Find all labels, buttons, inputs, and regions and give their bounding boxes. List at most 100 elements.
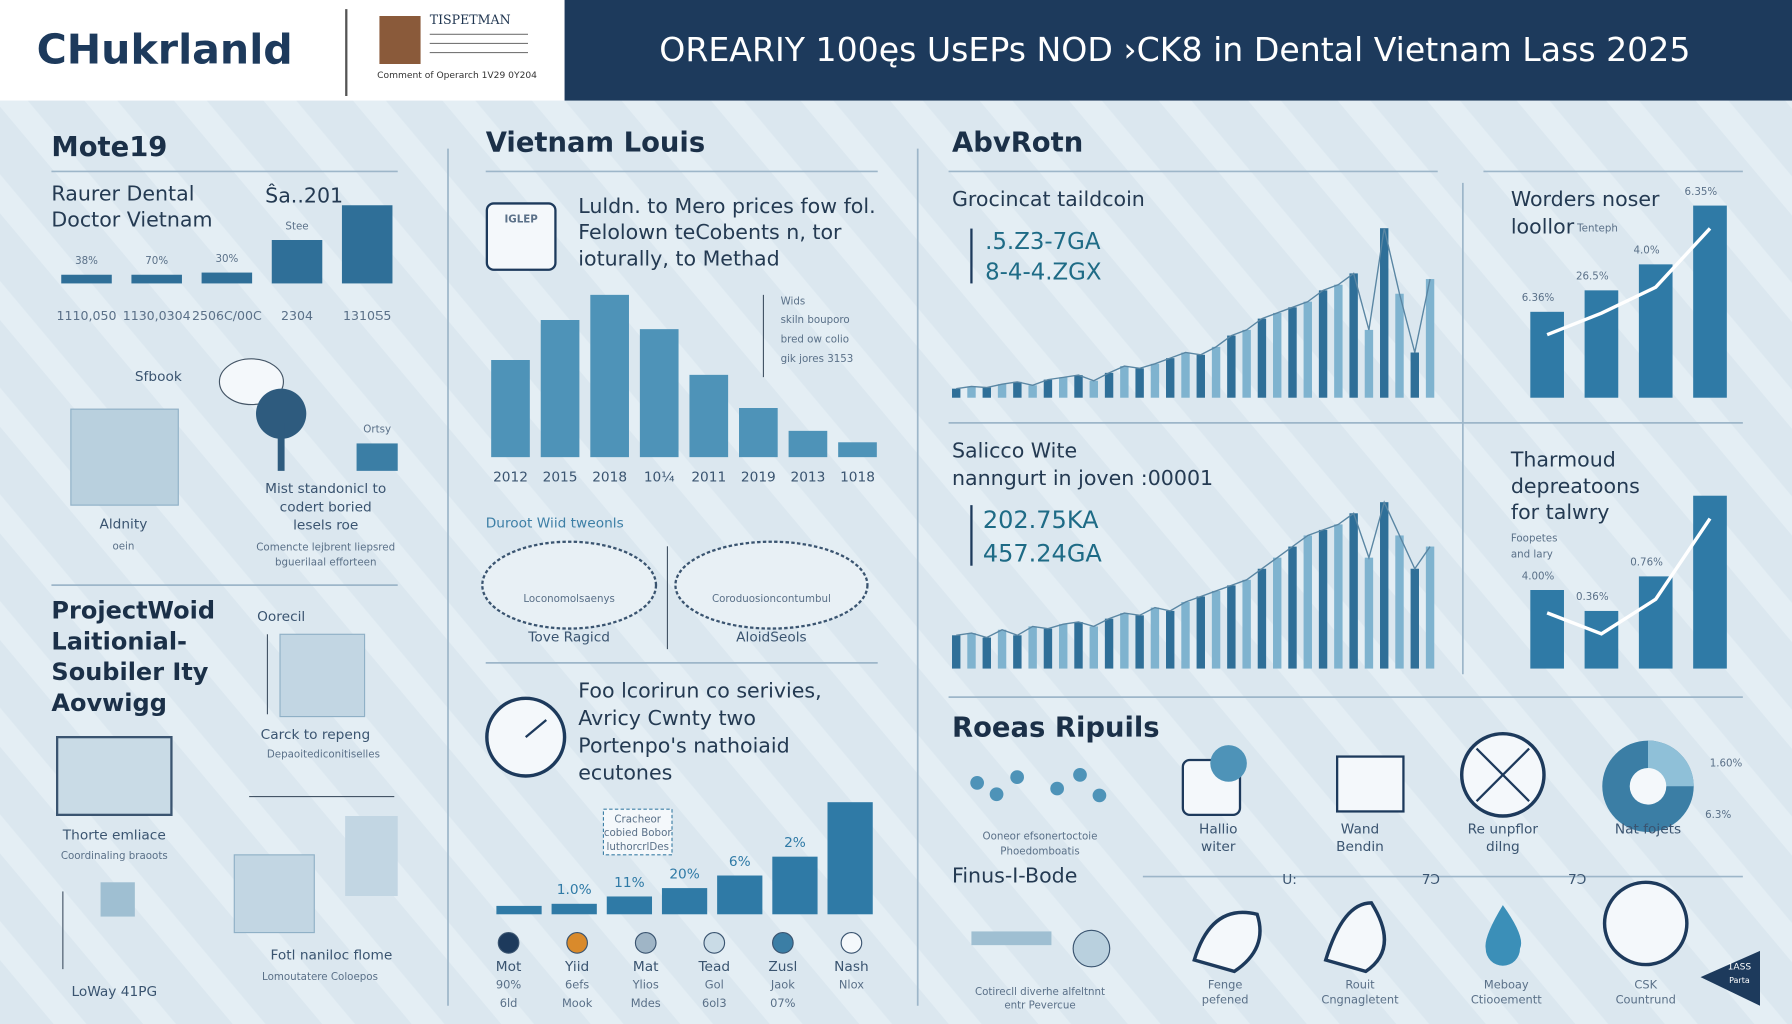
drop-icon	[1485, 905, 1522, 966]
bar	[1211, 346, 1221, 398]
bar-note: 1.0%	[557, 882, 592, 898]
bar	[1530, 590, 1564, 669]
caption: Carck to repeng	[261, 727, 371, 743]
caption: Mist standonicl to	[265, 481, 386, 497]
icon-label: Mat	[633, 959, 659, 975]
icon	[1192, 910, 1262, 974]
bar	[772, 856, 818, 915]
bar	[491, 360, 530, 458]
bar-note: 6%	[729, 854, 751, 870]
heading: Aovwigg	[51, 689, 166, 717]
icon-label: Rouit	[1345, 978, 1375, 992]
icon-label: Hallio	[1199, 822, 1238, 838]
bar	[496, 905, 542, 915]
bar-note: 70%	[145, 255, 168, 267]
heading: Soubiler Ity	[51, 658, 208, 686]
bar-label: 6.35%	[1685, 186, 1718, 198]
icon-sub: Mook	[562, 996, 593, 1010]
text: Foo lcorirun co serivies,	[578, 678, 821, 702]
bar	[1166, 610, 1175, 669]
bar	[689, 374, 729, 458]
x-tick-label: 2304	[281, 308, 313, 323]
dot	[989, 787, 1004, 802]
icon-label: pefened	[1202, 993, 1249, 1007]
bar-note: Stee	[285, 220, 308, 232]
dot	[1092, 788, 1107, 803]
badge-icon	[379, 16, 421, 64]
heading: Laitionial-	[51, 627, 187, 655]
subheading: Finus-I-Bode	[952, 864, 1077, 888]
bar	[1104, 372, 1114, 398]
bar	[1257, 568, 1267, 669]
icon	[1323, 901, 1386, 974]
icon-label: CSK	[1634, 978, 1657, 992]
bar	[967, 633, 976, 669]
bar	[982, 387, 991, 398]
bar	[1425, 279, 1435, 398]
icon-label: Ctiooementt	[1471, 993, 1542, 1007]
bar	[1013, 635, 1022, 669]
icon-sub: Mdes	[631, 996, 661, 1010]
icon-label: Cngnagletent	[1321, 993, 1399, 1007]
icon-sub: Nlox	[839, 978, 864, 992]
icon-label: Wand	[1341, 822, 1379, 838]
x-tick-label: 2013	[790, 470, 825, 486]
bar	[1196, 354, 1205, 398]
icon-label: Zusl	[768, 959, 797, 975]
bar	[1028, 385, 1037, 398]
heading: Vietnam Louis	[486, 127, 705, 158]
logo: CHukrlanld	[37, 26, 293, 74]
bar	[952, 635, 961, 669]
figure: 457.24GA	[983, 539, 1103, 567]
icon-label: Countrund	[1616, 993, 1676, 1007]
bar-note: 2%	[784, 835, 806, 851]
bar	[1089, 626, 1098, 669]
label: oein	[112, 540, 134, 552]
x-tick-label: 1130,0304	[123, 308, 191, 323]
corner-text: Parta	[1729, 976, 1750, 985]
caption: Fotl naniloc flome	[271, 947, 393, 963]
bar	[1638, 576, 1673, 669]
note: Depaoitediconitiselles	[267, 748, 380, 760]
bar	[1380, 502, 1389, 669]
icon-label: Meboay	[1484, 978, 1529, 992]
bar	[788, 430, 828, 458]
caption: Thorte emliace	[62, 827, 166, 843]
icon-line	[1475, 747, 1530, 802]
caption: lesels roe	[293, 518, 358, 534]
oval-text: Coroduosioncontumbul	[712, 593, 831, 605]
bar	[1120, 366, 1129, 398]
text: Raurer Dental	[51, 181, 194, 205]
header-banner	[564, 0, 1792, 101]
label: Ortsy	[363, 424, 391, 436]
tree-trunk	[277, 422, 285, 471]
bar	[1380, 228, 1389, 398]
icon-sub: 07%	[770, 996, 796, 1010]
bar	[1227, 585, 1236, 669]
bar	[1349, 513, 1358, 669]
icon-sub: 6efs	[565, 978, 589, 992]
bar	[1089, 380, 1098, 398]
bar-note: 30%	[215, 253, 238, 265]
x-tick-label: 2011	[691, 470, 726, 486]
heading: Roeas Ripuils	[952, 713, 1160, 744]
bar	[967, 386, 976, 398]
bar	[1104, 618, 1114, 669]
x-tick-label: 10¼	[644, 470, 675, 486]
note: skiln bouporo	[781, 314, 850, 326]
icon	[771, 931, 794, 954]
bar	[1196, 596, 1205, 669]
oval	[674, 540, 869, 630]
bar	[1181, 352, 1190, 398]
bar-label: 0.36%	[1576, 591, 1609, 603]
bar	[1013, 381, 1022, 398]
bar-label: 6.36%	[1522, 292, 1555, 304]
bar-label: 26.5%	[1576, 271, 1609, 283]
text: depreatoons	[1511, 474, 1640, 498]
mini-bar	[356, 443, 398, 471]
label: 1.60%	[1710, 757, 1743, 769]
icon-label: Mot	[496, 959, 522, 975]
figure: .5.Z3-7GA	[985, 229, 1101, 255]
label: 6.3%	[1705, 809, 1731, 821]
